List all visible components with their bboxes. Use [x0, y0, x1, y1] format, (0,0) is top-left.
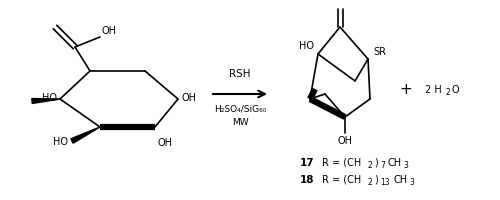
Text: OH: OH [338, 135, 352, 145]
Text: ): ) [374, 174, 378, 184]
Text: OH: OH [158, 137, 173, 147]
Text: R = (CH: R = (CH [322, 174, 361, 184]
Text: OH: OH [101, 26, 116, 36]
Text: 2 H: 2 H [425, 85, 442, 95]
Text: OH: OH [181, 93, 196, 102]
Text: CH: CH [393, 174, 407, 184]
Text: CH: CH [387, 157, 401, 167]
Text: 18: 18 [300, 174, 314, 184]
Text: O: O [451, 85, 458, 95]
Text: +: + [400, 82, 412, 97]
Text: HO: HO [53, 136, 68, 146]
Text: 2: 2 [368, 160, 373, 169]
Text: 17: 17 [300, 157, 314, 167]
Text: R = (CH: R = (CH [322, 157, 361, 167]
Text: 2: 2 [368, 177, 373, 186]
Polygon shape [71, 127, 100, 144]
Text: H₂SO₄/SiG₆₀: H₂SO₄/SiG₆₀ [214, 104, 266, 113]
Text: 3: 3 [403, 160, 408, 169]
Text: 13: 13 [380, 177, 390, 186]
Text: SR: SR [373, 47, 386, 57]
Polygon shape [32, 99, 60, 104]
Text: MW: MW [232, 117, 248, 126]
Text: HO: HO [42, 93, 57, 102]
Text: 2: 2 [445, 88, 450, 97]
Text: 3: 3 [409, 177, 414, 186]
Text: 7: 7 [380, 160, 385, 169]
Text: HO: HO [299, 41, 314, 51]
Text: RSH: RSH [229, 69, 251, 79]
Text: ): ) [374, 157, 378, 167]
